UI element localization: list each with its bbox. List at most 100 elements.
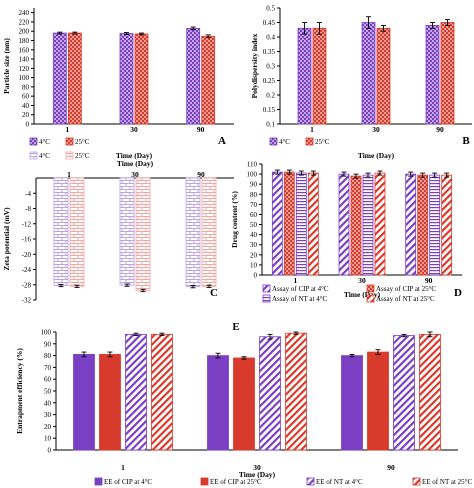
y-tick-label: 200 <box>19 28 30 36</box>
y-tick-label: 60 <box>22 93 30 101</box>
x-axis-label: Time (Day) <box>116 151 153 160</box>
panel-letter: C <box>210 287 218 299</box>
bar-b-1-1 <box>297 27 312 125</box>
y-tick-label: 0 <box>26 121 30 129</box>
y-tick-label: 0 <box>254 272 258 280</box>
bar-a-1-30 <box>119 33 134 125</box>
bar-d-2-30 <box>350 175 362 276</box>
bar-c-2-90 <box>201 177 217 287</box>
legend-label: 25°C <box>315 138 330 146</box>
bar-e-4-30 <box>285 332 307 451</box>
y-tick-label: 100 <box>247 171 258 179</box>
y-tick-label: 30 <box>250 241 258 249</box>
legend-swatch <box>305 137 314 146</box>
bar-e-3-1 <box>125 333 147 451</box>
bar-d-3-1 <box>295 172 307 276</box>
bar-d-2-1 <box>283 171 295 276</box>
panel-letter: E <box>232 321 239 333</box>
bar-c-2-30 <box>135 177 151 291</box>
y-tick-label: 20 <box>22 111 30 119</box>
panel-e: 0 10 20 30 40 50 60 70 80 90 100 Entrapment efficie… <box>15 321 472 486</box>
legend-swatch <box>200 477 209 486</box>
bar-a-2-90 <box>201 35 216 125</box>
y-axis-label: Particle size (nm) <box>2 38 11 94</box>
bar-d-4-30 <box>374 172 386 276</box>
x-tick-label: 30 <box>358 276 366 285</box>
y-tick-label: 0.45 <box>263 19 276 27</box>
x-tick-label: 30 <box>131 170 139 179</box>
bar-e-1-90 <box>341 355 363 451</box>
y-tick-label: 60 <box>250 211 258 219</box>
x-tick-label: 90 <box>387 463 395 472</box>
bar-c-1-30 <box>119 177 135 286</box>
panel-letter: B <box>462 135 470 147</box>
x-tick-label: 1 <box>293 276 297 285</box>
y-tick-label: 90 <box>250 181 258 189</box>
panel-letter: D <box>454 287 462 299</box>
legend-label: Assay of CIP at 25°C <box>376 285 436 293</box>
y-tick-label: -24 <box>22 266 32 274</box>
legend-swatch <box>269 137 278 146</box>
x-axis-label: Time (Day) <box>358 151 395 160</box>
y-tick-label: -16 <box>22 236 32 244</box>
legend-label: EE of CIP at 25°C <box>210 478 262 486</box>
y-tick-label: 90 <box>44 340 52 348</box>
y-tick-label: -8 <box>25 205 31 213</box>
bar-b-1-90 <box>425 24 440 125</box>
y-tick-label: 0.4 <box>266 34 275 42</box>
bar-e-2-30 <box>233 357 255 451</box>
y-tick-label: 50 <box>250 221 258 229</box>
y-tick-label: -12 <box>22 220 32 228</box>
panel-c: -4 -8 -12 -16 -20 -24 -28 -32 Zeta potential (mV… <box>2 151 234 305</box>
bar-c-1-1 <box>53 177 69 286</box>
legend-label: 4°C <box>39 152 50 160</box>
y-tick-label: 0.1 <box>266 121 275 129</box>
x-axis-label: Time (Day) <box>117 159 154 168</box>
y-tick-label: 220 <box>19 18 30 26</box>
legend-label: 4°C <box>39 138 50 146</box>
legend-label: EE of NT at 25°C <box>422 478 472 486</box>
y-tick-label: 140 <box>19 56 30 64</box>
legend-label: Assay of NT at 4°C <box>272 295 327 303</box>
y-axis-label: Zeta potential (mV) <box>2 207 11 271</box>
y-tick-label: 80 <box>250 191 258 199</box>
bar-a-1-90 <box>186 28 201 125</box>
legend-label: EE of NT at 4°C <box>316 478 363 486</box>
x-tick-label: 1 <box>65 125 69 134</box>
bar-d-1-30 <box>338 173 350 276</box>
legend-swatch <box>65 151 74 160</box>
y-tick-label: 0.3 <box>266 63 275 71</box>
bar-d-1-90 <box>405 173 417 276</box>
panel-b: 0.1 0.15 0.2 0.25 0.3 0.35 0.4 0.45 0.5 Polydispe… <box>250 5 472 160</box>
x-axis-label: Time (Day) <box>344 290 381 299</box>
bar-b-1-30 <box>361 22 376 125</box>
y-tick-label: -32 <box>22 297 32 305</box>
x-tick-label: 90 <box>436 125 444 134</box>
x-tick-label: 30 <box>130 125 138 134</box>
bar-d-4-1 <box>307 172 319 276</box>
y-axis-label: Polydispersity index <box>250 33 259 98</box>
y-tick-label: 100 <box>41 329 52 337</box>
x-tick-label: 90 <box>197 125 205 134</box>
y-tick-label: 0.15 <box>263 106 276 114</box>
bar-d-4-90 <box>441 174 453 276</box>
y-tick-label: 80 <box>44 352 52 360</box>
bar-e-2-1 <box>99 354 121 451</box>
bar-a-1-1 <box>52 32 67 125</box>
y-tick-label: 20 <box>44 423 52 431</box>
legend-label: 25°C <box>75 152 90 160</box>
y-tick-label: 40 <box>250 231 258 239</box>
bar-d-3-30 <box>362 174 374 276</box>
y-axis-label: Drug content (%) <box>230 191 239 248</box>
y-tick-label: 10 <box>250 261 258 269</box>
x-tick-label: 1 <box>121 463 125 472</box>
y-tick-label: 10 <box>44 435 52 443</box>
bar-a-2-1 <box>67 32 82 125</box>
legend-swatch <box>29 137 38 146</box>
legend-swatch <box>262 284 271 293</box>
bar-b-2-90 <box>440 22 455 125</box>
bar-b-2-30 <box>376 27 391 125</box>
y-tick-label: 40 <box>22 102 30 110</box>
